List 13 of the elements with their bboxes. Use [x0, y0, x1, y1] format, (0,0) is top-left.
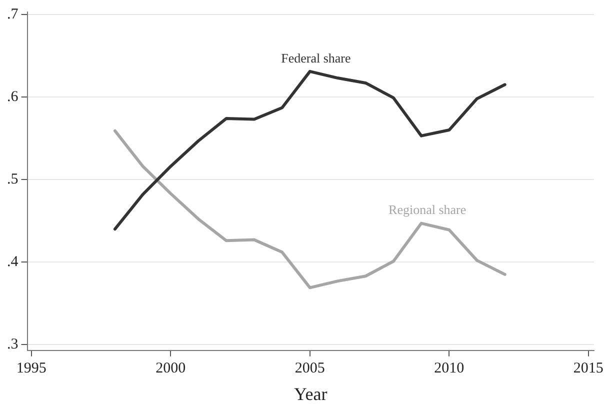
y-tick-label: .3 [7, 336, 18, 353]
x-tick-label: 2005 [294, 360, 325, 376]
x-axis-title: Year [294, 384, 328, 404]
x-tick-label: 2000 [156, 360, 186, 376]
y-tick-label: .6 [7, 88, 19, 105]
y-tick-label: .7 [7, 6, 19, 22]
series-label: Federal share [281, 50, 351, 66]
series-label: Regional share [388, 202, 466, 218]
y-tick-label: .5 [7, 171, 18, 188]
x-tick-label: 1995 [16, 360, 46, 376]
x-tick-label: 2015 [573, 360, 604, 376]
y-tick-label: .4 [7, 254, 19, 270]
x-tick-label: 2010 [434, 360, 464, 376]
